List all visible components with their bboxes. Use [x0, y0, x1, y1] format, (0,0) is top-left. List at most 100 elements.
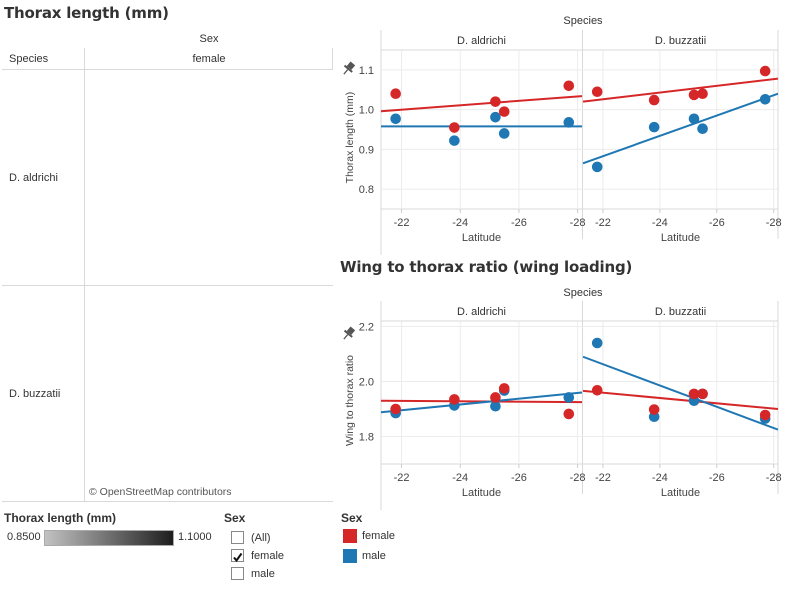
- data-point-female[interactable]: [688, 89, 700, 101]
- map-aldrichi[interactable]: [85, 70, 333, 285]
- data-point-male[interactable]: [759, 93, 771, 105]
- data-point-male[interactable]: [449, 135, 460, 146]
- column-group-header: Sex: [199, 33, 219, 45]
- data-point-female[interactable]: [648, 404, 660, 415]
- facet-label: D. buzzatii: [655, 35, 706, 47]
- map-buzzatii[interactable]: © OpenStreetMap contributors: [85, 286, 333, 501]
- x-tick-label: -24: [452, 217, 468, 229]
- trend-line-male: [582, 355, 779, 431]
- y-tick-label: 0.9: [359, 144, 374, 156]
- map-svg-aldrichi: [85, 70, 333, 285]
- panel-bottom-line: [2, 501, 333, 502]
- pin-icon[interactable]: [340, 60, 357, 77]
- color-ramp: [44, 530, 174, 546]
- osm-attribution[interactable]: © OpenStreetMap contributors: [86, 485, 235, 499]
- data-point-female[interactable]: [390, 88, 401, 100]
- x-tick-label: -22: [394, 472, 410, 484]
- data-point-female[interactable]: [563, 80, 575, 92]
- legend-label-female: female: [362, 530, 396, 542]
- data-point-male[interactable]: [498, 128, 510, 139]
- legend-swatch-female[interactable]: [343, 529, 357, 543]
- map-section-title: Thorax length (mm): [4, 4, 169, 22]
- data-point-male[interactable]: [563, 392, 575, 403]
- pin-icon[interactable]: [340, 325, 357, 342]
- data-point-male[interactable]: [648, 121, 660, 133]
- y-tick-label: 1.0: [359, 105, 374, 117]
- x-axis-label: Latitude: [661, 487, 700, 499]
- row-divider: [2, 285, 333, 286]
- data-point-female[interactable]: [688, 388, 700, 400]
- data-point-female[interactable]: [591, 86, 603, 98]
- data-point-female[interactable]: [697, 88, 708, 100]
- row-label-buzzatii: D. buzzatii: [9, 388, 61, 400]
- trend-line-female: [582, 77, 779, 103]
- trend-line-male: [582, 92, 779, 165]
- data-point-male[interactable]: [490, 400, 501, 412]
- x-tick-label: -24: [652, 472, 668, 484]
- x-axis-label: Latitude: [462, 487, 501, 499]
- data-point-female[interactable]: [563, 408, 575, 420]
- header-divider: [84, 48, 85, 502]
- facet-label: D. buzzatii: [655, 306, 706, 318]
- data-point-male[interactable]: [563, 117, 575, 128]
- checkbox-all[interactable]: [231, 531, 244, 544]
- x-tick-label: -22: [394, 217, 410, 229]
- row-header-label: Species: [9, 53, 49, 65]
- checkbox-female-label: female: [251, 550, 285, 562]
- checkbox-female[interactable]: [231, 549, 244, 563]
- data-point-female[interactable]: [449, 122, 460, 133]
- checkmark-icon: [233, 552, 243, 563]
- y-axis-label: Wing to thorax ratio: [344, 355, 356, 446]
- legend-swatch-male[interactable]: [343, 549, 357, 563]
- data-point-male[interactable]: [697, 123, 708, 135]
- facet-group-header: Species: [563, 15, 603, 27]
- x-tick-label: -24: [652, 217, 668, 229]
- color-legend-title: Thorax length (mm): [4, 511, 117, 525]
- data-point-male[interactable]: [591, 337, 603, 349]
- x-tick-label: -24: [452, 472, 468, 484]
- map-panel: Sex Species female D. aldrichi D. buzzat…: [2, 33, 333, 502]
- checkbox-male-label: male: [251, 568, 275, 580]
- x-tick-label: -22: [595, 217, 611, 229]
- y-tick-label: 1.1: [359, 65, 374, 77]
- sex-legend-title: Sex: [341, 511, 363, 525]
- data-point-female[interactable]: [697, 388, 708, 400]
- y-axis-label: Thorax length (mm): [344, 92, 356, 184]
- x-tick-label: -26: [511, 217, 527, 229]
- facet-label: D. aldrichi: [457, 306, 506, 318]
- data-point-female[interactable]: [498, 383, 510, 394]
- checkbox-male[interactable]: [231, 567, 244, 580]
- data-point-female[interactable]: [648, 94, 660, 106]
- data-point-female[interactable]: [498, 106, 510, 117]
- trend-line-male: [380, 391, 583, 414]
- data-point-female[interactable]: [490, 392, 501, 403]
- column-header-female: female: [192, 53, 226, 65]
- data-point-female[interactable]: [759, 65, 771, 77]
- sex-filter-title: Sex: [224, 511, 246, 525]
- charts-svg: Species D. aldrichi -22 -24 -26 -28 Latitude D.…: [340, 15, 782, 510]
- wing-chart-title: Wing to thorax ratio (wing loading): [340, 258, 633, 276]
- data-point-male[interactable]: [591, 161, 603, 173]
- x-tick-label: -28: [766, 472, 782, 484]
- header-bottom-line: [2, 69, 333, 70]
- thorax-chart: Species D. aldrichi -22 -24 -26 -28 Latitude D.…: [340, 15, 782, 255]
- color-legend-max: 1.1000: [178, 531, 212, 543]
- data-point-female[interactable]: [390, 403, 401, 415]
- trend-line-female: [380, 95, 583, 113]
- color-legend-min: 0.8500: [7, 531, 41, 543]
- data-point-male[interactable]: [490, 111, 501, 123]
- sea: [85, 286, 333, 501]
- data-point-female[interactable]: [449, 394, 460, 405]
- x-axis-label: Latitude: [462, 232, 501, 244]
- data-point-female[interactable]: [490, 96, 501, 107]
- data-point-female[interactable]: [591, 385, 603, 396]
- y-tick-label: 2.0: [359, 377, 374, 389]
- x-tick-label: -26: [709, 217, 725, 229]
- x-axis-label: Latitude: [661, 232, 700, 244]
- legend-label-male: male: [362, 550, 386, 562]
- data-point-male[interactable]: [688, 113, 700, 125]
- map-svg-buzzatii: [85, 286, 333, 501]
- data-point-male[interactable]: [390, 113, 401, 125]
- y-tick-label: 2.2: [359, 322, 374, 334]
- data-point-female[interactable]: [759, 409, 771, 421]
